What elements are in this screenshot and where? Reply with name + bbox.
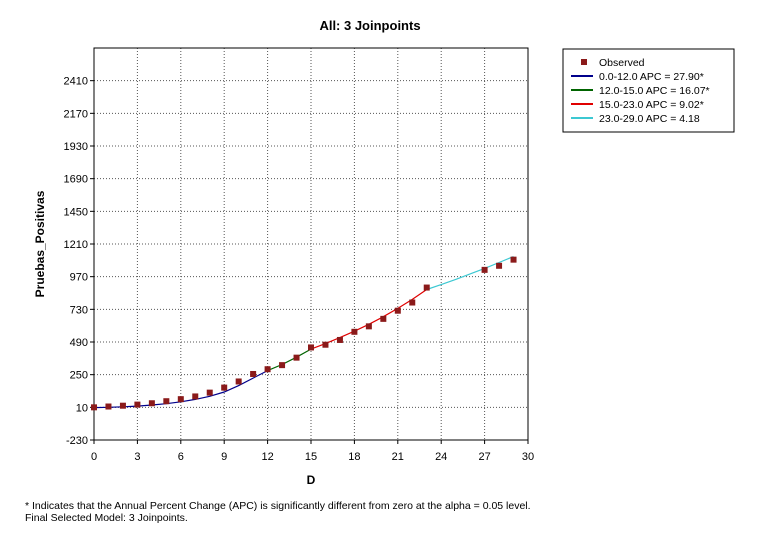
y-axis: -230 10 250 490 730 970 1210 1450 1690 1930 2170 24… bbox=[64, 76, 94, 447]
series-line-1 bbox=[267, 348, 312, 372]
x-tick-label: 18 bbox=[348, 451, 360, 463]
observed-point bbox=[322, 341, 329, 348]
x-tick-label: 15 bbox=[305, 451, 317, 463]
observed-point bbox=[91, 404, 97, 411]
observed-point bbox=[293, 354, 300, 361]
legend-marker-observed bbox=[581, 59, 587, 65]
y-tick-label: 250 bbox=[70, 370, 88, 382]
legend-label-2: 15.0-23.0 APC = 9.02* bbox=[599, 99, 704, 111]
observed-point bbox=[250, 370, 257, 377]
legend-label-0: 0.0-12.0 APC = 27.90* bbox=[599, 71, 704, 83]
observed-point bbox=[423, 284, 430, 291]
observed-point bbox=[148, 400, 155, 407]
y-tick-label: 490 bbox=[70, 337, 88, 349]
x-tick-label: 30 bbox=[522, 451, 534, 463]
observed-point bbox=[264, 366, 271, 373]
x-tick-label: 9 bbox=[221, 451, 227, 463]
observed-point bbox=[481, 266, 488, 273]
grid bbox=[94, 48, 528, 440]
observed-point bbox=[394, 307, 401, 314]
observed-point bbox=[206, 389, 213, 396]
legend-label-3: 23.0-29.0 APC = 4.18 bbox=[599, 113, 700, 125]
series-line-3 bbox=[426, 255, 514, 291]
y-tick-label: 730 bbox=[70, 304, 88, 316]
legend-label-1: 12.0-15.0 APC = 16.07* bbox=[599, 85, 710, 97]
x-axis: 0 3 6 9 12 15 18 21 24 27 30 bbox=[91, 440, 534, 463]
observed-point bbox=[163, 398, 170, 405]
observed-point bbox=[134, 401, 141, 408]
legend: Observed 0.0-12.0 APC = 27.90* 12.0-15.0 A… bbox=[562, 48, 735, 133]
footnote-apc: * Indicates that the Annual Percent Chan… bbox=[25, 500, 531, 512]
observed-point bbox=[308, 344, 314, 351]
x-tick-label: 27 bbox=[478, 451, 490, 463]
series-line-2 bbox=[310, 289, 428, 350]
observed-point bbox=[336, 336, 343, 343]
y-tick-label: 2170 bbox=[64, 108, 88, 120]
observed-point bbox=[380, 315, 387, 322]
model-lines bbox=[93, 255, 514, 409]
x-axis-label: D bbox=[307, 473, 316, 487]
observed-point bbox=[235, 378, 242, 385]
x-tick-label: 21 bbox=[392, 451, 404, 463]
x-tick-label: 3 bbox=[134, 451, 140, 463]
y-tick-label: -230 bbox=[66, 435, 88, 447]
x-tick-label: 12 bbox=[261, 451, 273, 463]
y-tick-label: 1690 bbox=[64, 174, 88, 186]
observed-point bbox=[279, 362, 286, 369]
x-tick-label: 6 bbox=[178, 451, 184, 463]
observed-point bbox=[365, 323, 372, 330]
y-tick-label: 2410 bbox=[64, 76, 88, 88]
observed-point bbox=[105, 403, 112, 410]
x-tick-label: 0 bbox=[91, 451, 97, 463]
x-tick-label: 24 bbox=[435, 451, 447, 463]
observed-point bbox=[351, 328, 358, 335]
observed-point bbox=[409, 299, 416, 306]
y-tick-label: 10 bbox=[76, 402, 88, 414]
observed-point bbox=[119, 402, 126, 409]
footnote-model: Final Selected Model: 3 Joinpoints. bbox=[25, 512, 188, 524]
observed-points bbox=[91, 256, 517, 411]
observed-point bbox=[192, 393, 199, 400]
chart-title: All: 3 Joinpoints bbox=[319, 18, 420, 33]
y-tick-label: 1210 bbox=[64, 239, 88, 251]
y-tick-label: 970 bbox=[70, 272, 88, 284]
y-tick-label: 1450 bbox=[64, 206, 88, 218]
y-tick-label: 1930 bbox=[64, 141, 88, 153]
y-axis-label: Pruebas_Positivas bbox=[33, 190, 47, 297]
observed-point bbox=[510, 256, 517, 263]
legend-label-observed: Observed bbox=[599, 57, 645, 69]
observed-point bbox=[496, 262, 503, 269]
observed-point bbox=[177, 396, 184, 403]
observed-point bbox=[221, 384, 228, 391]
